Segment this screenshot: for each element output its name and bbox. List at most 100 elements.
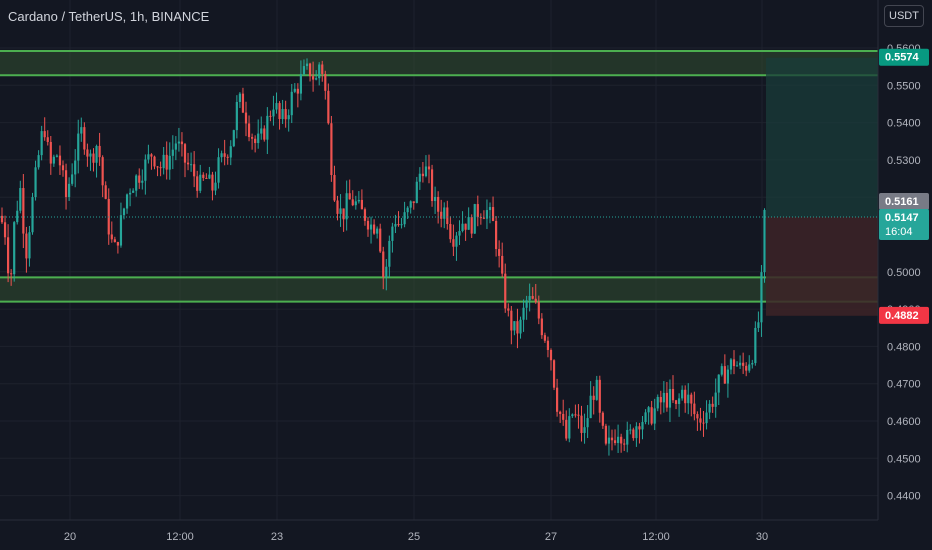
candle-body[interactable]	[647, 407, 650, 413]
candle-body[interactable]	[49, 141, 52, 164]
candle-body[interactable]	[415, 181, 418, 203]
candle-body[interactable]	[498, 249, 501, 256]
candle-body[interactable]	[513, 321, 516, 331]
candle-body[interactable]	[678, 398, 681, 404]
candle-body[interactable]	[74, 160, 77, 175]
candle-body[interactable]	[229, 146, 232, 158]
candle-body[interactable]	[455, 235, 458, 247]
candle-body[interactable]	[479, 217, 482, 219]
candle-body[interactable]	[461, 223, 464, 231]
candle-body[interactable]	[254, 138, 257, 144]
candle-body[interactable]	[241, 93, 245, 113]
candle-body[interactable]	[336, 200, 339, 214]
candle-body[interactable]	[482, 217, 485, 219]
candle-body[interactable]	[668, 388, 672, 408]
candle-body[interactable]	[574, 414, 577, 416]
candle-body[interactable]	[732, 359, 736, 367]
candle-body[interactable]	[418, 173, 421, 182]
candle-body[interactable]	[135, 175, 138, 191]
candle-body[interactable]	[43, 131, 46, 138]
candle-body[interactable]	[629, 429, 632, 431]
candle-body[interactable]	[25, 233, 28, 259]
candle-body[interactable]	[138, 175, 141, 183]
candle-body[interactable]	[385, 266, 388, 278]
candle-body[interactable]	[729, 359, 733, 370]
candle-body[interactable]	[379, 228, 382, 252]
candle-body[interactable]	[586, 418, 589, 428]
candle-body[interactable]	[549, 349, 553, 361]
candle-body[interactable]	[165, 154, 168, 170]
candle-body[interactable]	[260, 128, 263, 134]
candle-body[interactable]	[89, 153, 92, 157]
candle-body[interactable]	[159, 167, 162, 169]
candle-body[interactable]	[723, 366, 726, 384]
candle-body[interactable]	[199, 174, 202, 191]
candle-body[interactable]	[531, 296, 534, 299]
candle-body[interactable]	[217, 157, 220, 183]
candle-body[interactable]	[552, 360, 556, 388]
candle-body[interactable]	[333, 175, 336, 201]
candle-body[interactable]	[757, 322, 760, 328]
candle-body[interactable]	[583, 427, 586, 433]
candle-body[interactable]	[516, 321, 519, 334]
candle-body[interactable]	[760, 272, 763, 323]
candle-body[interactable]	[232, 130, 235, 147]
candle-body[interactable]	[653, 408, 656, 424]
candle-body[interactable]	[662, 392, 665, 403]
candle-body[interactable]	[305, 63, 309, 67]
candle-body[interactable]	[421, 173, 424, 177]
candle-body[interactable]	[318, 64, 321, 79]
candle-body[interactable]	[190, 164, 193, 166]
candle-body[interactable]	[589, 395, 592, 419]
candle-body[interactable]	[650, 407, 653, 424]
price-axis[interactable]	[878, 0, 932, 550]
candle-body[interactable]	[501, 255, 504, 274]
candle-body[interactable]	[296, 88, 299, 94]
candle-body[interactable]	[171, 149, 174, 156]
candle-body[interactable]	[571, 414, 574, 417]
candle-body[interactable]	[568, 416, 571, 439]
candle-body[interactable]	[412, 201, 415, 203]
candle-body[interactable]	[540, 318, 543, 336]
candle-body[interactable]	[251, 137, 254, 139]
candle-body[interactable]	[717, 374, 720, 393]
candle-body[interactable]	[464, 223, 467, 230]
candle-body[interactable]	[275, 103, 278, 110]
candle-body[interactable]	[745, 365, 748, 371]
candle-body[interactable]	[284, 109, 287, 120]
candle-body[interactable]	[330, 123, 333, 176]
candle-body[interactable]	[424, 166, 428, 177]
candle-body[interactable]	[257, 133, 260, 144]
candle-body[interactable]	[208, 174, 211, 179]
candle-body[interactable]	[177, 141, 180, 144]
support-zone[interactable]	[0, 277, 878, 302]
candle-body[interactable]	[156, 166, 159, 168]
candle-body[interactable]	[674, 400, 678, 404]
candle-body[interactable]	[113, 239, 116, 243]
candle-body[interactable]	[162, 154, 165, 169]
candle-body[interactable]	[46, 137, 49, 142]
candle-body[interactable]	[397, 224, 400, 226]
candle-body[interactable]	[577, 414, 580, 416]
candle-body[interactable]	[7, 237, 10, 274]
candle-body[interactable]	[19, 188, 22, 211]
candle-body[interactable]	[202, 174, 205, 178]
candle-body[interactable]	[263, 128, 266, 140]
candle-body[interactable]	[705, 412, 708, 424]
candle-body[interactable]	[427, 166, 431, 170]
candle-body[interactable]	[592, 395, 595, 400]
candle-body[interactable]	[443, 207, 446, 219]
candle-body[interactable]	[632, 429, 635, 439]
candle-body[interactable]	[598, 379, 601, 413]
candle-body[interactable]	[754, 327, 757, 364]
candle-body[interactable]	[122, 208, 126, 216]
candle-body[interactable]	[644, 412, 647, 423]
candle-body[interactable]	[80, 127, 83, 134]
candle-body[interactable]	[101, 157, 104, 186]
candle-body[interactable]	[434, 196, 437, 202]
candle-body[interactable]	[394, 224, 397, 227]
candle-body[interactable]	[174, 143, 177, 150]
candle-body[interactable]	[52, 156, 55, 164]
candle-body[interactable]	[22, 188, 25, 234]
